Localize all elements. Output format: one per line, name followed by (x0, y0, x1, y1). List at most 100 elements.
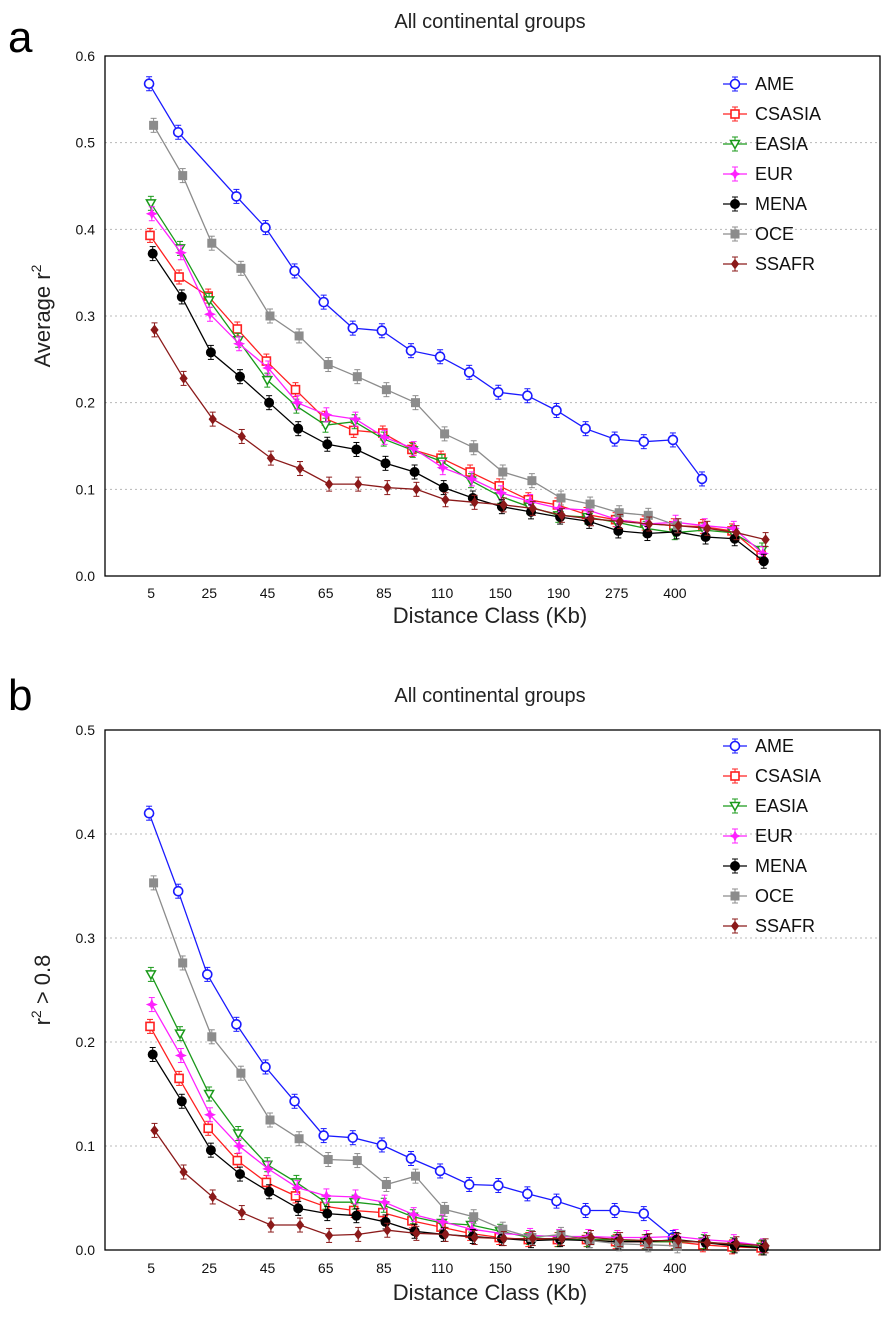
series-line-ssafr (153, 1130, 766, 1247)
data-point (638, 1208, 650, 1219)
data-point (237, 431, 246, 442)
x-tick-label: 275 (605, 1260, 629, 1276)
panel-b-y-label-sup: 2 (28, 1010, 44, 1018)
data-point (264, 397, 275, 408)
data-point (436, 457, 448, 468)
data-point (674, 520, 683, 532)
data-point (143, 78, 155, 90)
data-point (290, 1191, 301, 1201)
data-point (615, 1234, 625, 1245)
data-point (179, 373, 188, 384)
data-point (266, 1219, 276, 1231)
x-tick-label: 25 (202, 1260, 218, 1276)
data-point (615, 516, 625, 527)
y-tick-label: 0.1 (76, 481, 96, 497)
data-point (703, 523, 712, 534)
data-point (145, 207, 158, 220)
data-point (441, 1229, 450, 1240)
legend-label: AME (755, 736, 794, 756)
data-point (322, 1208, 333, 1219)
data-point (207, 1032, 217, 1042)
data-point (235, 371, 245, 382)
panel-b-grid (105, 833, 880, 1147)
data-point (407, 1208, 420, 1221)
legend-marker (730, 771, 740, 781)
x-tick-label: 65 (318, 1260, 334, 1276)
data-point (202, 969, 213, 980)
legend-label: SSAFR (755, 916, 815, 936)
data-point (174, 1073, 184, 1084)
legend-label: SSAFR (755, 254, 815, 274)
data-point (208, 413, 217, 425)
legend-label: MENA (755, 194, 807, 214)
data-point (645, 518, 654, 530)
data-point (260, 222, 271, 233)
data-point (349, 413, 362, 426)
series-line-mena (152, 1054, 764, 1249)
legend-label: AME (755, 74, 794, 94)
x-tick-label: 110 (431, 1260, 454, 1276)
x-tick-label: 25 (202, 585, 218, 601)
data-point (145, 230, 155, 241)
data-point (233, 337, 246, 350)
data-point (149, 120, 159, 130)
data-point (614, 508, 624, 518)
data-point (352, 1156, 362, 1166)
data-point (469, 1212, 479, 1222)
y-tick-label: 0.2 (76, 1034, 96, 1050)
data-point (551, 405, 562, 416)
data-point (463, 1179, 475, 1190)
panel-a-legend: AME CSASIA EASIA EUR MENA OCE SSAFR (723, 74, 821, 274)
series-oce (149, 875, 682, 1254)
data-point (645, 1235, 654, 1246)
series-line-oce (152, 882, 678, 1247)
data-point (149, 878, 159, 888)
legend-label: EUR (755, 826, 793, 846)
panel-a-plot-frame (104, 55, 881, 577)
data-point (499, 1233, 508, 1244)
data-point (150, 1125, 159, 1136)
x-tick-label: 190 (547, 1260, 571, 1276)
y-tick-label: 0.3 (76, 308, 96, 324)
y-tick-label: 0.6 (76, 48, 96, 64)
panel-b-y-label-tail: > 0.8 (30, 955, 55, 1011)
data-point (732, 1238, 741, 1250)
legend-item-mena: MENA (723, 194, 807, 214)
x-tick-label: 110 (431, 585, 454, 601)
data-point (291, 1181, 304, 1194)
legend-marker (729, 801, 741, 813)
data-point (586, 513, 596, 525)
data-point (380, 458, 391, 469)
data-point (411, 398, 420, 408)
data-point (203, 296, 215, 307)
data-point (582, 504, 595, 517)
data-point (499, 499, 508, 511)
data-point (347, 1132, 359, 1143)
data-point (354, 478, 363, 490)
data-point (233, 1139, 246, 1153)
x-tick-label: 150 (489, 1260, 513, 1276)
panel-label-a: a (8, 13, 33, 62)
series-ssafr (150, 322, 770, 548)
data-point (266, 452, 276, 464)
data-point (376, 325, 388, 337)
x-tick-label: 400 (663, 1260, 687, 1276)
series-line-ssafr (153, 329, 766, 541)
data-point (470, 1232, 479, 1243)
data-point (237, 1207, 246, 1218)
data-point (178, 171, 188, 181)
data-point (318, 1130, 330, 1141)
data-point (609, 433, 621, 445)
legend-marker (730, 861, 740, 871)
data-point (294, 331, 304, 341)
data-point (207, 238, 217, 248)
panel-a-grid (105, 142, 880, 490)
data-point (320, 1189, 333, 1202)
series-ame (143, 805, 679, 1246)
data-point (498, 1224, 508, 1234)
data-point (580, 1205, 591, 1216)
data-point (380, 1216, 391, 1227)
legend-item-mena: MENA (723, 856, 807, 876)
legend-marker (728, 167, 742, 181)
data-point (527, 476, 537, 486)
